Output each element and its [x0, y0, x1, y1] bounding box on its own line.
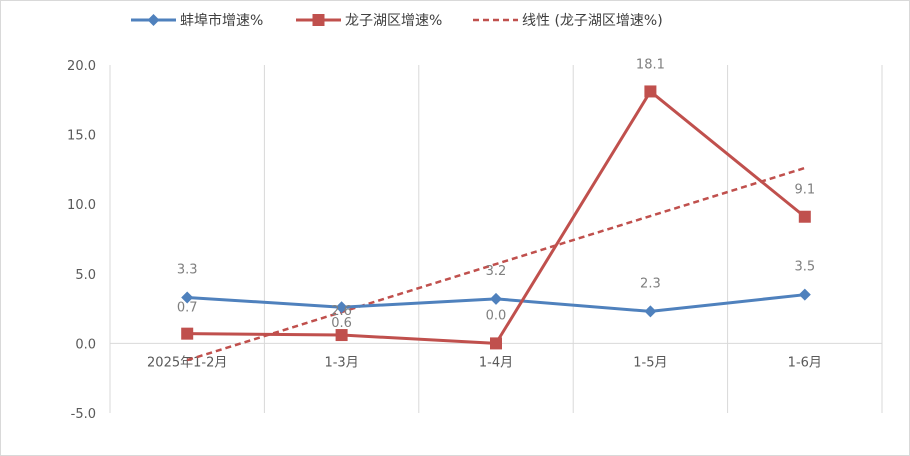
data-point-marker — [798, 288, 811, 301]
trendline-path — [186, 166, 806, 362]
data-label: 0.6 — [331, 316, 352, 331]
data-label: 9.1 — [794, 183, 815, 198]
data-labels: 3.3 2.6 3.2 2.3 3.5 0.7 0.6 0.0 18.1 9.1 — [177, 57, 815, 331]
data-point-marker — [335, 329, 348, 342]
data-point-marker — [490, 292, 502, 305]
data-label: 3.2 — [486, 264, 507, 279]
series-layer — [181, 85, 811, 350]
y-tick-label: 10.0 — [67, 198, 96, 213]
x-tick-label: 2025年1-2月 — [147, 355, 227, 370]
data-label: 0.0 — [486, 308, 507, 323]
y-axis: 20.0 15.0 10.0 5.0 0.0 -5.0 — [67, 59, 96, 422]
y-tick-label: 20.0 — [67, 59, 96, 74]
x-tick-label: 1-5月 — [633, 355, 667, 370]
y-tick-label: 5.0 — [75, 268, 96, 283]
data-label: 3.5 — [794, 260, 815, 275]
x-axis-labels: 2025年1-2月 1-3月 1-4月 1-5月 1-6月 — [147, 355, 822, 370]
data-label: 2.3 — [640, 276, 661, 291]
x-tick-label: 1-3月 — [324, 355, 358, 370]
data-point-marker — [181, 291, 194, 304]
gridlines — [109, 65, 883, 413]
data-point-marker — [335, 301, 348, 314]
data-point-marker — [181, 327, 194, 340]
data-point-marker — [490, 337, 502, 350]
data-point-marker — [644, 85, 657, 98]
legend-marker — [312, 14, 325, 26]
data-label: 0.7 — [177, 301, 198, 316]
legend-label: 龙子湖区增速% — [345, 13, 442, 29]
data-point-marker — [644, 305, 657, 318]
x-tick-label: 1-4月 — [479, 355, 513, 370]
y-tick-label: 0.0 — [75, 337, 96, 352]
data-label: 18.1 — [636, 57, 665, 72]
data-point-marker — [798, 210, 811, 223]
trendline — [186, 166, 806, 362]
legend-label: 线性 (龙子湖区增速%) — [522, 13, 663, 29]
y-tick-label: 15.0 — [67, 129, 96, 144]
data-label: 3.3 — [177, 262, 198, 277]
legend: 蚌埠市增速% 龙子湖区增速% 线性 (龙子湖区增速%) — [131, 12, 663, 29]
legend-marker — [147, 14, 160, 26]
x-tick-label: 1-6月 — [788, 355, 822, 370]
y-tick-label: -5.0 — [71, 407, 96, 422]
data-label: 2.6 — [331, 304, 352, 319]
legend-label: 蚌埠市增速% — [180, 12, 263, 29]
